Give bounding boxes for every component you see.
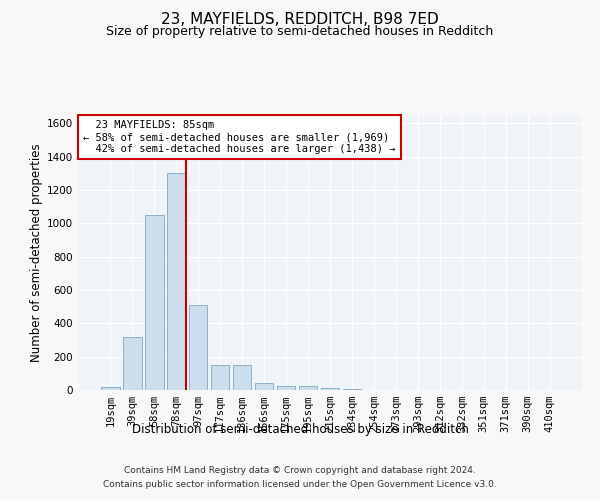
Text: 23 MAYFIELDS: 85sqm
← 58% of semi-detached houses are smaller (1,969)
  42% of s: 23 MAYFIELDS: 85sqm ← 58% of semi-detach…: [83, 120, 395, 154]
Text: Contains HM Land Registry data © Crown copyright and database right 2024.: Contains HM Land Registry data © Crown c…: [124, 466, 476, 475]
Text: Size of property relative to semi-detached houses in Redditch: Size of property relative to semi-detach…: [106, 25, 494, 38]
Bar: [211, 365, 229, 390]
Bar: [277, 386, 295, 390]
Text: Distribution of semi-detached houses by size in Redditch: Distribution of semi-detached houses by …: [131, 422, 469, 436]
Bar: [145, 215, 164, 390]
Y-axis label: Number of semi-detached properties: Number of semi-detached properties: [30, 143, 43, 362]
Bar: [101, 386, 119, 390]
Bar: [233, 365, 251, 390]
Bar: [343, 389, 361, 390]
Text: 23, MAYFIELDS, REDDITCH, B98 7ED: 23, MAYFIELDS, REDDITCH, B98 7ED: [161, 12, 439, 28]
Bar: [167, 174, 185, 390]
Bar: [299, 386, 317, 390]
Bar: [255, 384, 274, 390]
Bar: [123, 336, 142, 390]
Text: Contains public sector information licensed under the Open Government Licence v3: Contains public sector information licen…: [103, 480, 497, 489]
Bar: [189, 305, 208, 390]
Bar: [320, 388, 340, 390]
